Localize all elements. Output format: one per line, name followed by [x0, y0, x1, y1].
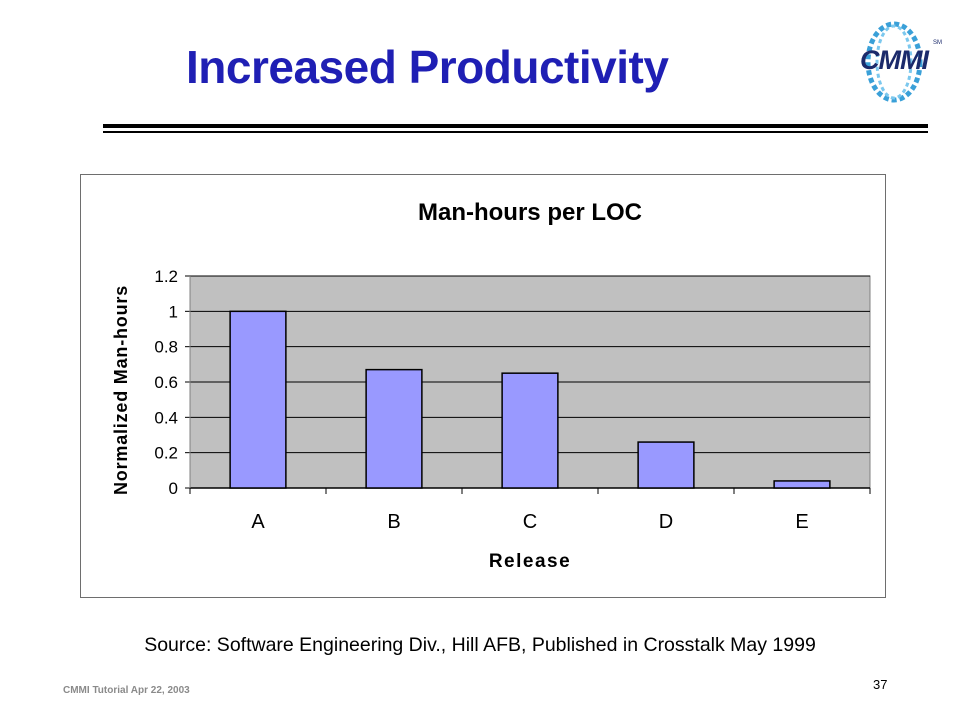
y-tick-label: 0 [169, 479, 178, 498]
x-tick-label: D [659, 511, 673, 533]
slide-title: Increased Productivity [186, 41, 669, 93]
x-tick-label: E [795, 511, 808, 533]
page-number: 37 [873, 677, 888, 692]
x-tick-label: C [523, 511, 537, 533]
bar-B [365, 368, 423, 489]
y-tick-label: 0.8 [154, 338, 178, 357]
y-tick-label: 1.2 [154, 267, 178, 286]
bar-chart: Man-hours per LOC 0 0.2 0.4 0.6 0.8 1 1.2 A B C D E R… [111, 199, 871, 572]
logo-swoosh-icon [865, 21, 923, 103]
cmmi-logo: CMMI SM [840, 18, 948, 110]
bar-D [637, 441, 695, 489]
bar-A [229, 310, 287, 489]
logo-trademark: SM [933, 40, 942, 46]
y-axis-title: Normalized Man-hours [111, 285, 131, 495]
bar-C [501, 372, 559, 489]
x-axis-title: Release [489, 551, 571, 572]
x-tick-label: B [387, 511, 400, 533]
y-tick-label: 0.2 [154, 444, 178, 463]
logo-wordmark: CMMI [860, 45, 929, 75]
y-tick-label: 0.6 [154, 373, 178, 392]
chart-title: Man-hours per LOC [418, 199, 642, 226]
bar-E [773, 480, 831, 489]
x-tick-label: A [251, 511, 265, 533]
source-citation: Source: Software Engineering Div., Hill … [144, 634, 816, 656]
y-tick-label: 0.4 [154, 408, 178, 427]
title-divider-thick [103, 124, 928, 128]
y-tick-label: 1 [169, 302, 178, 321]
footer-label: CMMI Tutorial Apr 22, 2003 [63, 685, 190, 696]
title-divider-thin [103, 131, 928, 133]
